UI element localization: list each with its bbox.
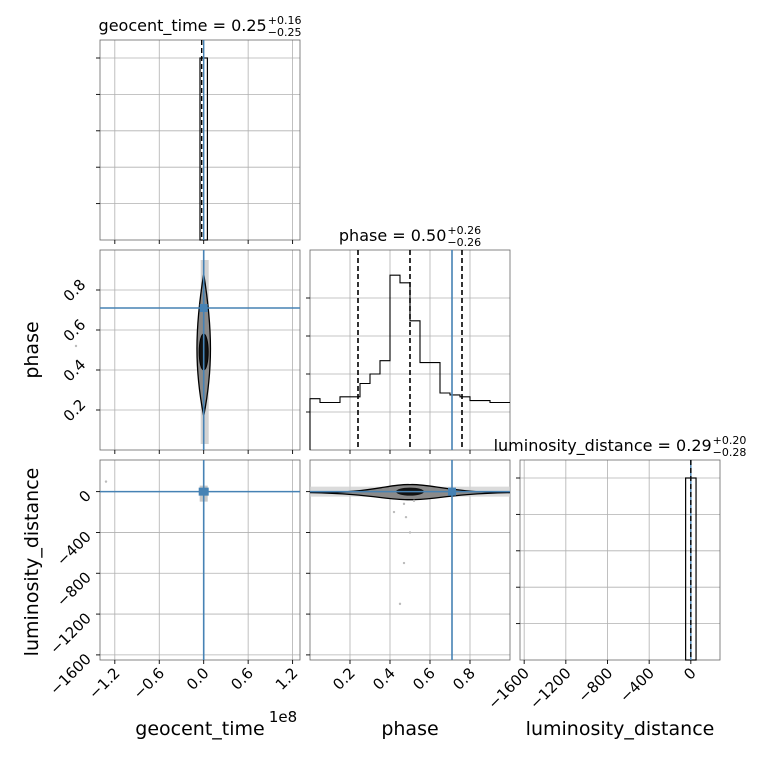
phase-xtick-label: 0.6 xyxy=(409,664,439,694)
title-name: luminosity_distance xyxy=(494,436,653,456)
title-name: geocent_time xyxy=(99,16,208,36)
title-upper-error: +0.26 xyxy=(447,224,481,237)
title-value: 0.29 xyxy=(676,436,712,455)
title-lower-error: −0.25 xyxy=(268,26,302,39)
truth-marker xyxy=(448,487,456,496)
ld-ytick-label: 0 xyxy=(75,487,94,506)
gt-ld-yticks xyxy=(96,491,100,656)
phase-hist-xticks xyxy=(349,450,471,454)
sample-point xyxy=(402,561,406,565)
phase-ld-frame xyxy=(309,459,511,661)
geocent-hist-title: geocent_time = 0.25 +0.16−0.25 xyxy=(99,14,302,39)
ld-xtick-label: −1200 xyxy=(526,664,575,713)
svg-text:luminosity_distance = 0.29: luminosity_distance = 0.29 xyxy=(494,436,712,456)
title-value: 0.25 xyxy=(231,16,267,35)
geocent-hist-xticks xyxy=(114,240,294,244)
geocent-xtick-label: 0.0 xyxy=(183,664,213,694)
geocent-xtick-label: −0.6 xyxy=(130,664,168,702)
ld-xtick-label: 0 xyxy=(680,664,699,683)
sample-point xyxy=(104,480,108,483)
phase-hist-title: phase = 0.50 +0.26−0.26 xyxy=(339,224,481,249)
title-lower-error: −0.26 xyxy=(447,236,481,249)
ld-ytick-label: −800 xyxy=(53,568,95,610)
title-equals: = xyxy=(652,436,676,455)
sample-point xyxy=(74,344,78,348)
geocent-hist-yticks xyxy=(96,57,100,205)
gt-ld-hgrid xyxy=(100,491,300,656)
sample-point xyxy=(404,515,408,519)
phase-xtick-label: 0.8 xyxy=(449,664,479,694)
svg-text:phase = 0.50: phase = 0.50 xyxy=(339,226,446,245)
ld-hist-hgrid xyxy=(520,477,720,624)
ld-xlabel: luminosity_distance xyxy=(526,718,715,740)
title-value: 0.50 xyxy=(411,226,447,245)
phase-hist-yticks xyxy=(306,297,310,413)
geocent-xtick-label: −1.2 xyxy=(85,664,123,702)
ld-ytick-label: −1200 xyxy=(46,609,95,658)
title-equals: = xyxy=(387,226,411,245)
phase-ylabel: phase xyxy=(21,321,43,378)
ld-xtick-label: −800 xyxy=(574,664,616,706)
geocent-xlabel: geocent_time xyxy=(135,718,264,740)
ld-xtick-label: −400 xyxy=(616,664,658,706)
ld-xtick-label: −1600 xyxy=(484,664,533,713)
ld-hist-yticks xyxy=(516,477,520,625)
sample-point xyxy=(412,499,416,503)
sample-point xyxy=(392,510,396,514)
ld-hist-xticks xyxy=(523,660,692,664)
phase-ytick-label: 0.4 xyxy=(60,356,90,386)
gt-ld-xticks xyxy=(114,660,294,664)
title-upper-error: +0.20 xyxy=(713,434,747,447)
title-equals: = xyxy=(208,16,232,35)
geocent-xtick-label: 1.2 xyxy=(272,664,302,694)
ld-hist-frame xyxy=(519,459,721,661)
ld-hist-title: luminosity_distance = 0.29 +0.20−0.28 xyxy=(494,434,747,459)
phase-ld-xticks xyxy=(349,660,471,664)
svg-text:geocent_time = 0.25: geocent_time = 0.25 xyxy=(99,16,267,36)
ld-hist-vgrid xyxy=(523,460,692,660)
geocent-xtick-label: 0.6 xyxy=(227,664,257,694)
phase-ld-hgrid xyxy=(310,491,510,656)
phase-xtick-label: 0.2 xyxy=(329,664,359,694)
hist-step-line xyxy=(309,274,510,450)
ld-ylabel: luminosity_distance xyxy=(21,468,43,657)
gt-phase-frame xyxy=(99,249,301,451)
ld-ytick-label: −400 xyxy=(53,528,95,570)
phase-ytick-label: 0.6 xyxy=(60,316,90,346)
gt-phase-yticks xyxy=(96,289,100,411)
title-lower-error: −0.28 xyxy=(713,446,747,459)
sample-point xyxy=(398,602,402,606)
geocent-offset-text: 1e8 xyxy=(269,708,297,726)
phase-ld-yticks xyxy=(306,491,310,656)
phase-ytick-label: 0.8 xyxy=(60,276,90,306)
truth-marker xyxy=(199,304,208,312)
phase-xlabel: phase xyxy=(381,718,438,740)
title-upper-error: +0.16 xyxy=(268,14,302,27)
gt-ld-frame xyxy=(99,459,301,661)
phase-ytick-label: 0.2 xyxy=(60,396,90,426)
gt-phase-xticks xyxy=(114,450,294,454)
sample-point xyxy=(402,502,406,506)
title-name: phase xyxy=(339,226,387,245)
phase-xtick-label: 0.4 xyxy=(369,664,399,694)
truth-marker xyxy=(198,487,209,496)
sample-point xyxy=(408,531,412,534)
